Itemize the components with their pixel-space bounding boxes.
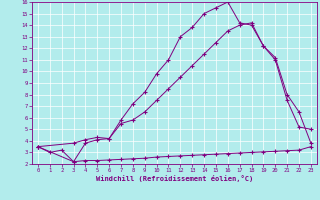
X-axis label: Windchill (Refroidissement éolien,°C): Windchill (Refroidissement éolien,°C) (96, 175, 253, 182)
